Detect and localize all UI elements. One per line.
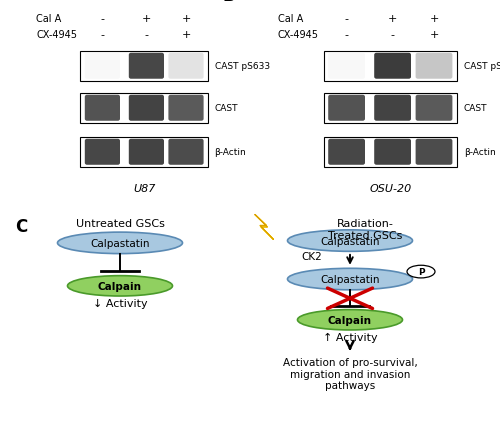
Text: -: - [100, 14, 104, 23]
Text: CAST pS633: CAST pS633 [214, 62, 270, 71]
FancyBboxPatch shape [129, 95, 164, 122]
Polygon shape [255, 215, 274, 240]
FancyBboxPatch shape [328, 95, 365, 122]
Bar [80, 138, 208, 168]
Text: Calpain: Calpain [98, 281, 142, 291]
Text: +: + [430, 30, 438, 39]
Text: Calpastatin: Calpastatin [90, 238, 150, 248]
FancyBboxPatch shape [416, 53, 453, 79]
Text: +: + [182, 30, 190, 39]
FancyBboxPatch shape [328, 53, 365, 79]
FancyBboxPatch shape [168, 95, 203, 122]
Text: +: + [430, 14, 438, 23]
Text: +: + [142, 14, 151, 23]
Ellipse shape [68, 276, 172, 296]
Text: CAST: CAST [464, 104, 487, 113]
FancyBboxPatch shape [374, 95, 411, 122]
Text: -: - [144, 30, 148, 39]
Bar [80, 94, 208, 123]
Text: Activation of pro-survival,
migration and invasion
pathways: Activation of pro-survival, migration an… [282, 357, 418, 391]
FancyBboxPatch shape [85, 53, 120, 79]
FancyBboxPatch shape [416, 139, 453, 165]
Text: +: + [388, 14, 398, 23]
Text: Calpastatin: Calpastatin [320, 236, 380, 246]
Text: β-Actin: β-Actin [214, 148, 246, 157]
FancyBboxPatch shape [129, 53, 164, 79]
FancyBboxPatch shape [374, 53, 411, 79]
Text: Calpain: Calpain [328, 315, 372, 325]
Text: Radiation-
Treated GSCs: Radiation- Treated GSCs [328, 218, 402, 240]
Bar [80, 52, 208, 82]
Text: β-Actin: β-Actin [464, 148, 496, 157]
Text: -: - [344, 30, 348, 39]
Text: CX-4945: CX-4945 [278, 30, 318, 39]
FancyBboxPatch shape [129, 139, 164, 165]
Text: C: C [15, 217, 27, 235]
FancyBboxPatch shape [168, 53, 203, 79]
FancyBboxPatch shape [85, 139, 120, 165]
FancyBboxPatch shape [85, 95, 120, 122]
Text: Calpastatin: Calpastatin [320, 274, 380, 284]
Ellipse shape [58, 233, 182, 254]
Text: Cal A: Cal A [278, 14, 303, 23]
Text: U87: U87 [133, 184, 156, 193]
Text: CAST: CAST [214, 104, 238, 113]
FancyBboxPatch shape [328, 139, 365, 165]
Text: B: B [222, 0, 235, 5]
Text: -: - [100, 30, 104, 39]
FancyBboxPatch shape [168, 139, 203, 165]
Text: Cal A: Cal A [36, 14, 62, 23]
Ellipse shape [288, 269, 412, 290]
Bar [324, 138, 457, 168]
Bar [324, 52, 457, 82]
Text: CAST pS633: CAST pS633 [464, 62, 500, 71]
Circle shape [407, 266, 435, 278]
Text: Untreated GSCs: Untreated GSCs [76, 218, 164, 228]
Text: OSU-20: OSU-20 [369, 184, 412, 193]
Text: -: - [344, 14, 348, 23]
Text: ↓ Activity: ↓ Activity [92, 298, 148, 308]
Text: +: + [182, 14, 190, 23]
Text: ↑ Activity: ↑ Activity [322, 332, 378, 342]
Text: CX-4945: CX-4945 [36, 30, 78, 39]
Bar [324, 94, 457, 123]
Text: P: P [418, 267, 424, 276]
Text: CK2: CK2 [302, 252, 322, 262]
FancyBboxPatch shape [374, 139, 411, 165]
Ellipse shape [288, 230, 412, 252]
Text: -: - [390, 30, 394, 39]
Ellipse shape [298, 310, 403, 330]
FancyBboxPatch shape [416, 95, 453, 122]
